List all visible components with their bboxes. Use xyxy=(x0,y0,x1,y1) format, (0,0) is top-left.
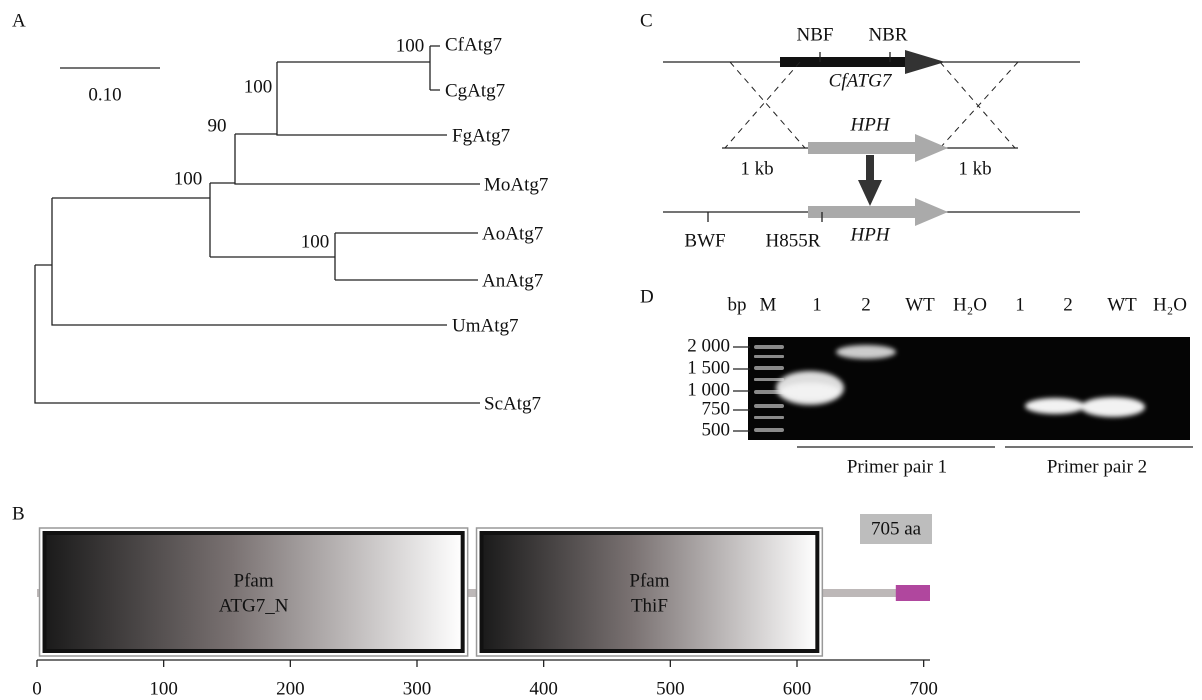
x-tick-label: 200 xyxy=(276,678,305,699)
panel-label: B xyxy=(12,503,25,524)
taxon: AnAtg7 xyxy=(482,270,543,291)
taxon: MoAtg7 xyxy=(484,174,548,195)
size-label: 1 500 xyxy=(687,357,730,378)
group-label: Primer pair 1 xyxy=(847,456,947,477)
motif xyxy=(896,585,930,601)
scale-label: 0.10 xyxy=(88,84,121,105)
taxon: CgAtg7 xyxy=(445,80,505,101)
unit: bp xyxy=(728,294,747,315)
flank-label: 1 kb xyxy=(740,158,773,179)
primer: NBR xyxy=(868,24,907,45)
lane-label: 2 xyxy=(1063,294,1073,315)
lane-label: H₂O xyxy=(1153,294,1187,315)
lane-label: M xyxy=(760,294,777,315)
panel-d: D bp Primer pair 1 Primer pair 2 M 1 2 WT H₂… xyxy=(640,286,1193,477)
lane-label: WT xyxy=(905,294,935,315)
panel-a: A 0.10 CfAtg7 CgAtg7 FgAtg7 MoAtg7 AoAtg… xyxy=(12,10,548,414)
domain-name: ATG7_N xyxy=(219,595,289,616)
primer: NBF xyxy=(797,24,834,45)
lane-label: 2 xyxy=(861,294,871,315)
domain xyxy=(482,533,818,651)
bootstrap: 100 xyxy=(174,168,203,189)
domain-name: ThiF xyxy=(631,595,668,616)
panel-b: B 705 aa 0 100 200 300 400 500 600 700 Pfam ATG7_… xyxy=(12,503,938,699)
panel-c: C NBF NBR CfATG7 HPH 1 kb 1 kb BWF H855R… xyxy=(640,10,1080,251)
gene-arrow xyxy=(905,50,945,74)
bootstrap: 90 xyxy=(208,115,227,136)
bootstrap: 100 xyxy=(244,76,273,97)
gene xyxy=(780,57,905,67)
size-label: 1 000 xyxy=(687,379,730,400)
gene-label: CfATG7 xyxy=(829,70,893,91)
figure: A 0.10 CfAtg7 CgAtg7 FgAtg7 MoAtg7 AoAtg… xyxy=(0,0,1202,700)
domain-source: Pfam xyxy=(629,570,669,591)
length-label: 705 aa xyxy=(871,518,922,539)
panel-label: D xyxy=(640,286,654,307)
x-tick-label: 600 xyxy=(783,678,812,699)
group-label: Primer pair 2 xyxy=(1047,456,1147,477)
marker-label: HPH xyxy=(849,224,890,245)
marker-label: HPH xyxy=(849,114,890,135)
primer: BWF xyxy=(684,230,725,251)
lane-label: 1 xyxy=(812,294,822,315)
flank-label: 1 kb xyxy=(958,158,991,179)
size-label: 2 000 xyxy=(687,335,730,356)
size-label: 500 xyxy=(702,419,731,440)
size-label: 750 xyxy=(702,398,731,419)
panel-label: A xyxy=(12,10,26,31)
x-tick-label: 700 xyxy=(909,678,938,699)
taxon: UmAtg7 xyxy=(452,315,519,336)
bootstrap: 100 xyxy=(301,231,330,252)
x-tick-label: 300 xyxy=(403,678,432,699)
panel-label: C xyxy=(640,10,653,31)
lane-label: H₂O xyxy=(953,294,987,315)
domain-source: Pfam xyxy=(234,570,274,591)
lane-label: WT xyxy=(1107,294,1137,315)
x-tick-label: 500 xyxy=(656,678,685,699)
bootstrap: 100 xyxy=(396,35,425,56)
x-tick-label: 100 xyxy=(149,678,178,699)
down-arrow xyxy=(858,180,882,206)
taxon: ScAtg7 xyxy=(484,393,541,414)
x-tick-label: 400 xyxy=(529,678,558,699)
taxon: CfAtg7 xyxy=(445,34,502,55)
lane-label: 1 xyxy=(1015,294,1025,315)
x-tick-label: 0 xyxy=(32,678,42,699)
domain xyxy=(45,533,463,651)
primer: H855R xyxy=(766,230,821,251)
taxon: AoAtg7 xyxy=(482,223,543,244)
taxon: FgAtg7 xyxy=(452,125,510,146)
